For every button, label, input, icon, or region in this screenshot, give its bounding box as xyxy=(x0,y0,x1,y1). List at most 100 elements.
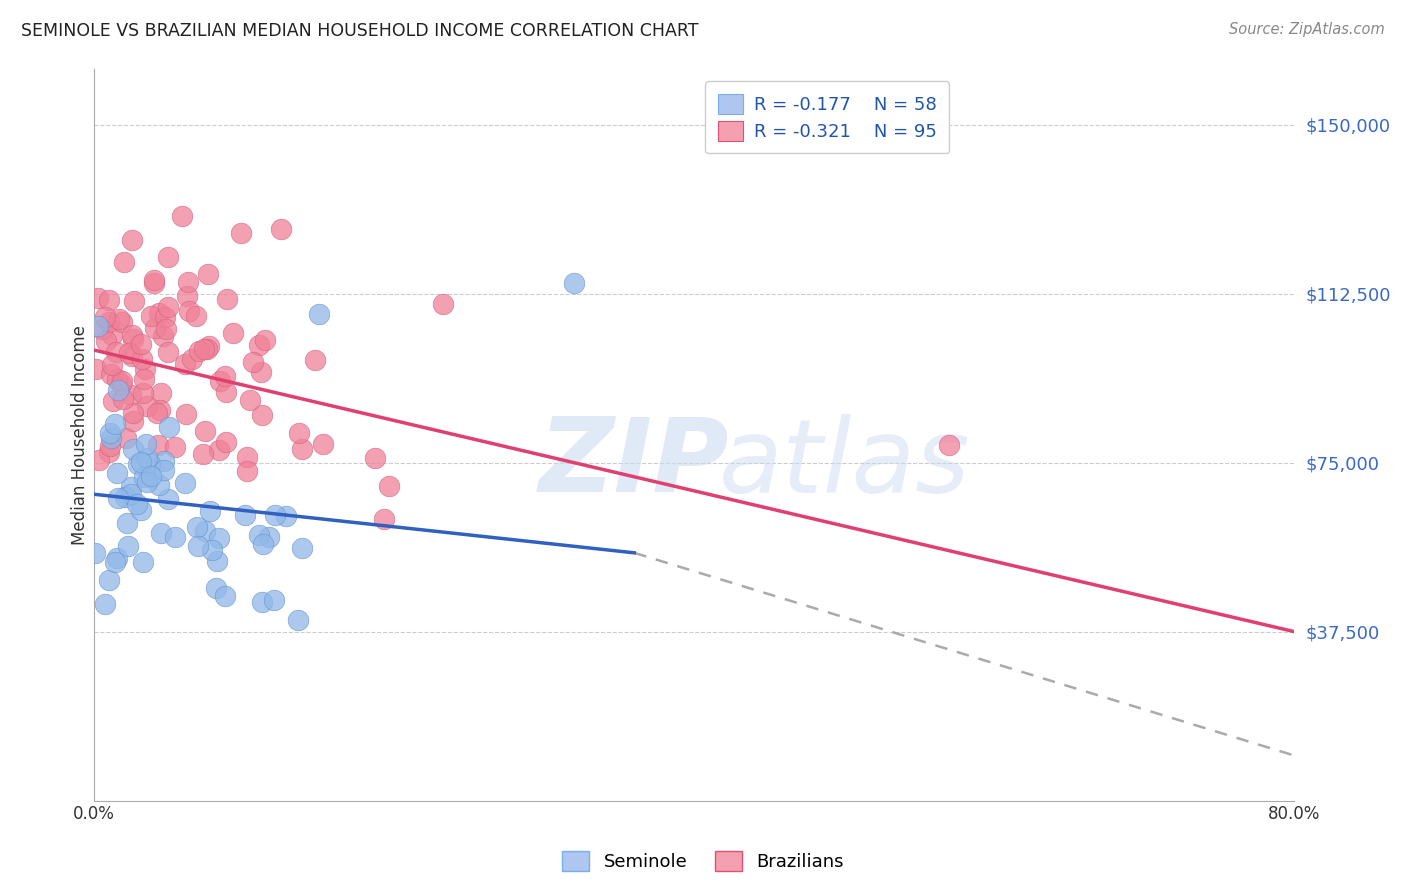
Point xyxy=(122,406,145,420)
Point xyxy=(291,541,314,555)
Point xyxy=(149,403,172,417)
Point xyxy=(121,442,143,457)
Point xyxy=(172,209,194,223)
Point xyxy=(187,344,209,359)
Point xyxy=(938,438,960,452)
Point xyxy=(157,250,180,264)
Legend: Seminole, Brazilians: Seminole, Brazilians xyxy=(555,844,851,879)
Point xyxy=(98,574,121,588)
Point xyxy=(122,414,145,428)
Point xyxy=(235,450,257,465)
Point xyxy=(104,417,127,432)
Point xyxy=(214,589,236,603)
Point xyxy=(98,445,121,459)
Point xyxy=(194,424,217,438)
Point xyxy=(432,297,454,311)
Point xyxy=(173,357,195,371)
Point xyxy=(104,555,127,569)
Point xyxy=(233,508,256,522)
Point xyxy=(250,408,273,422)
Point xyxy=(148,438,170,452)
Point xyxy=(270,222,292,236)
Point xyxy=(97,315,120,329)
Point xyxy=(111,392,134,407)
Point xyxy=(215,292,238,306)
Point xyxy=(364,451,387,466)
Point xyxy=(149,385,172,400)
Point xyxy=(135,399,157,413)
Point xyxy=(115,431,138,445)
Point xyxy=(377,479,399,493)
Point xyxy=(97,293,120,308)
Point xyxy=(94,310,117,324)
Point xyxy=(222,326,245,340)
Point xyxy=(156,300,179,314)
Point xyxy=(205,554,228,568)
Point xyxy=(139,469,162,483)
Point xyxy=(153,463,176,477)
Point xyxy=(177,275,200,289)
Point xyxy=(129,502,152,516)
Point xyxy=(121,233,143,247)
Point xyxy=(115,516,138,530)
Point xyxy=(98,439,121,453)
Point xyxy=(87,319,110,334)
Point xyxy=(308,307,330,321)
Point xyxy=(156,344,179,359)
Point xyxy=(149,525,172,540)
Point xyxy=(373,511,395,525)
Point xyxy=(239,393,262,408)
Text: SEMINOLE VS BRAZILIAN MEDIAN HOUSEHOLD INCOME CORRELATION CHART: SEMINOLE VS BRAZILIAN MEDIAN HOUSEHOLD I… xyxy=(21,22,699,40)
Point xyxy=(105,372,128,386)
Point xyxy=(197,339,219,353)
Point xyxy=(122,293,145,308)
Point xyxy=(107,491,129,505)
Point xyxy=(229,226,252,240)
Point xyxy=(252,537,274,551)
Point xyxy=(208,531,231,545)
Point xyxy=(127,497,149,511)
Point xyxy=(91,322,114,336)
Point xyxy=(135,437,157,451)
Point xyxy=(120,388,142,402)
Text: ZIP: ZIP xyxy=(538,413,728,515)
Point xyxy=(193,342,215,356)
Point xyxy=(84,546,107,560)
Point xyxy=(197,267,219,281)
Point xyxy=(174,476,197,491)
Point xyxy=(142,273,165,287)
Point xyxy=(153,310,176,325)
Point xyxy=(105,467,128,481)
Point xyxy=(157,491,180,506)
Legend: R = -0.177    N = 58, R = -0.321    N = 95: R = -0.177 N = 58, R = -0.321 N = 95 xyxy=(704,81,949,153)
Point xyxy=(131,351,153,366)
Point xyxy=(94,597,117,611)
Point xyxy=(312,436,335,450)
Point xyxy=(100,368,122,382)
Point xyxy=(247,528,270,542)
Y-axis label: Median Household Income: Median Household Income xyxy=(72,325,89,544)
Point xyxy=(201,543,224,558)
Point xyxy=(257,530,280,544)
Point xyxy=(163,530,186,544)
Point xyxy=(98,426,121,441)
Point xyxy=(111,374,134,388)
Point xyxy=(111,314,134,328)
Point xyxy=(132,470,155,484)
Point xyxy=(186,310,208,324)
Point xyxy=(276,508,298,523)
Point xyxy=(101,328,124,343)
Point xyxy=(120,480,142,494)
Point xyxy=(84,362,107,376)
Text: atlas: atlas xyxy=(718,414,970,514)
Point xyxy=(157,420,180,434)
Point xyxy=(249,365,271,379)
Point xyxy=(193,524,215,538)
Point xyxy=(132,371,155,385)
Point xyxy=(121,327,143,342)
Point xyxy=(143,277,166,291)
Point xyxy=(96,334,118,349)
Point xyxy=(121,487,143,501)
Point xyxy=(87,453,110,467)
Point xyxy=(148,306,170,320)
